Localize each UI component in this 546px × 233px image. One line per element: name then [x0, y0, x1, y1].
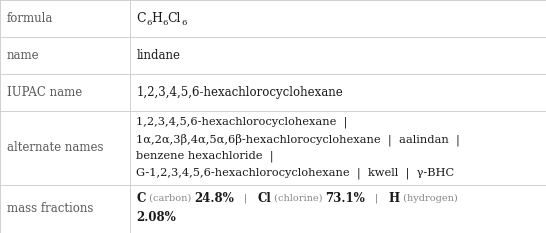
Text: 1,2,3,4,5,6-hexachlorocyclohexane  |: 1,2,3,4,5,6-hexachlorocyclohexane |	[136, 116, 348, 128]
Text: C: C	[136, 12, 146, 25]
Text: Cl: Cl	[257, 192, 271, 205]
Text: H: H	[388, 192, 400, 205]
Text: 6: 6	[181, 19, 186, 27]
Text: Cl: Cl	[168, 12, 181, 25]
Text: (hydrogen): (hydrogen)	[400, 194, 457, 203]
Text: (carbon): (carbon)	[146, 194, 194, 203]
Text: 6: 6	[162, 19, 168, 27]
Text: 1α,2α,3β,4α,5α,6β-hexachlorocyclohexane  |  aalindan  |: 1α,2α,3β,4α,5α,6β-hexachlorocyclohexane …	[136, 133, 460, 146]
Text: 73.1%: 73.1%	[325, 192, 365, 205]
Text: IUPAC name: IUPAC name	[7, 86, 82, 99]
Text: |: |	[234, 194, 257, 203]
Text: C: C	[136, 192, 146, 205]
Text: mass fractions: mass fractions	[7, 202, 93, 216]
Text: alternate names: alternate names	[7, 141, 103, 154]
Text: G-1,2,3,4,5,6-hexachlorocyclohexane  |  kwell  |  γ-BHC: G-1,2,3,4,5,6-hexachlorocyclohexane | kw…	[136, 168, 455, 179]
Text: lindane: lindane	[136, 49, 181, 62]
Text: 1,2,3,4,5,6-hexachlorocyclohexane: 1,2,3,4,5,6-hexachlorocyclohexane	[136, 86, 343, 99]
Text: (chlorine): (chlorine)	[271, 194, 325, 203]
Text: 2.08%: 2.08%	[136, 211, 176, 224]
Text: name: name	[7, 49, 39, 62]
Text: 6: 6	[146, 19, 151, 27]
Text: 24.8%: 24.8%	[194, 192, 234, 205]
Text: benzene hexachloride  |: benzene hexachloride |	[136, 151, 274, 162]
Text: formula: formula	[7, 12, 53, 25]
Text: H: H	[151, 12, 162, 25]
Text: |: |	[365, 194, 388, 203]
